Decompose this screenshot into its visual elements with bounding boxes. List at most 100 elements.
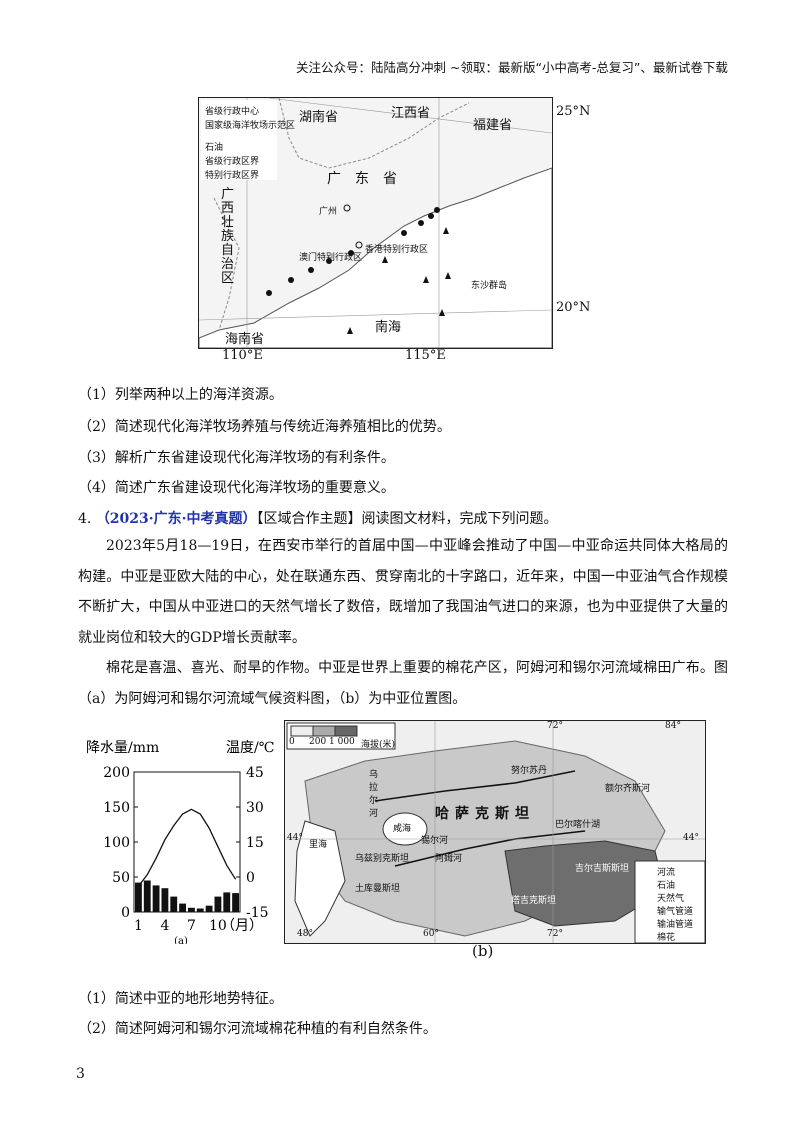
legend-oil-pipeline: 输油管道 [657, 920, 694, 930]
question-heading: 4. （2023·广东·中考真题）【区域合作主题】阅读图文材料，完成下列问题。 [78, 508, 558, 528]
elev-200: 200 [309, 737, 327, 747]
central-asia-map-drawing [285, 721, 705, 943]
question-4: （4）简述广东省建设现代化海洋牧场的重要意义。 [78, 480, 395, 496]
y2-tick-label: 30 [246, 800, 264, 816]
precip-bar [135, 882, 142, 912]
page-header: 关注公众号：陆陆高分冲刺 ~领取：最新版“小中高考-总复习”、最新试卷下载 [296, 60, 728, 75]
guangdong-map: 省级行政中心 国家级海洋牧场示范区 石油 省级行政区界 特别行政区界 湖南省 江… [198, 97, 553, 349]
lon-110e: 110°E [222, 348, 263, 363]
x-tick-label: 4 [160, 918, 169, 934]
lat-25n: 25°N [556, 104, 591, 119]
label-syr-darya: 锡尔河 [421, 836, 449, 846]
elev-unit: 海拔(米) [361, 740, 396, 750]
y-tick-label: 150 [103, 800, 130, 816]
label-amu-darya: 阿姆河 [435, 854, 463, 864]
precip-bar [205, 905, 213, 912]
coord-44-left: 44° [287, 833, 303, 843]
label-guangdong: 广东省 [327, 171, 411, 187]
x-tick-label: 10 [209, 918, 227, 934]
label-tajikistan: 塔吉克斯坦 [511, 896, 557, 906]
map1-legend-5: 特别行政区界 [205, 171, 260, 181]
label-fujian: 福建省 [473, 118, 513, 133]
lon-115e: 115°E [405, 348, 446, 363]
question-3: （3）解析广东省建设现代化海洋牧场的有利条件。 [78, 450, 395, 466]
precip-bar [143, 880, 151, 912]
climate-chart: 0 50 100 150 200 -15 0 15 30 45 降水量/mm 温度/℃ 1 4 7 10 （月）… [82, 734, 280, 947]
coord-60-bottom: 60° [423, 929, 439, 939]
y2-tick-label: 45 [246, 765, 264, 781]
label-aral-sea: 咸海 [393, 824, 412, 834]
question-2: （2）简述现代化海洋牧场养殖与传统近海养殖相比的优势。 [78, 419, 451, 435]
precip-bar [152, 885, 160, 912]
y-tick-label: 0 [121, 905, 130, 921]
label-uzbekistan: 乌兹别克斯坦 [355, 854, 410, 864]
precip-bar [223, 892, 231, 912]
label-jiangxi: 江西省 [391, 106, 431, 121]
coord-72-top: 72° [547, 721, 563, 731]
label-irtysh: 额尔齐斯河 [605, 784, 651, 794]
map1-legend-3: 石油 [205, 143, 224, 153]
label-hongkong: 香港特别行政区 [365, 245, 429, 255]
label-macau: 澳门特别行政区 [299, 253, 363, 263]
y2-tick-label: -15 [246, 905, 269, 921]
chart-caption: (a) [174, 936, 188, 944]
lat-20n: 20°N [556, 300, 591, 315]
label-dongsha: 东沙群岛 [471, 281, 508, 291]
page-number: 3 [76, 1066, 85, 1082]
y2-tick-label: 0 [246, 870, 255, 886]
x-tick-label: 1 [134, 918, 143, 934]
climate-chart-svg: 0 50 100 150 200 -15 0 15 30 45 降水量/mm 温度/℃ 1 4 7 10（月）… [86, 740, 274, 947]
coord-72-bottom: 72° [547, 929, 563, 939]
coord-48-bottom: 48° [297, 929, 313, 939]
label-caspian: 里海 [309, 840, 328, 850]
legend-gas: 天然气 [657, 894, 685, 904]
y-tick-label: 200 [103, 765, 130, 781]
map1-legend-2: 国家级海洋牧场示范区 [205, 121, 296, 131]
precip-bar [196, 908, 204, 912]
central-asia-map: 0 200 1 000 海拔(米) 哈萨克斯坦 乌兹别克斯坦 吉尔吉斯斯坦 土库… [284, 720, 706, 944]
label-guangxi: 广西壮族自治区 [221, 187, 235, 286]
material-text: 2023年5月18—19日，在西安市举行的首届中国—中亚峰会推动了中国—中亚命运… [78, 531, 728, 714]
y2-axis-title: 温度/℃ [226, 740, 274, 756]
question-5: （1）简述中亚的地形地势特征。 [78, 991, 283, 1007]
legend-river: 河流 [657, 868, 676, 878]
label-kyrgyzstan: 吉尔吉斯斯坦 [575, 864, 630, 874]
y-axis-title: 降水量/mm [86, 740, 159, 756]
question-source: （2023·广东·中考真题） [95, 511, 257, 527]
y-tick-label: 50 [112, 870, 130, 886]
label-kazakhstan: 哈萨克斯坦 [435, 806, 535, 822]
label-south-sea: 南海 [375, 320, 402, 335]
x-axis-title: （月） [221, 918, 263, 934]
legend-oil: 石油 [657, 881, 676, 891]
label-turkmenistan: 土库曼斯坦 [355, 884, 401, 894]
precip-bar [232, 893, 239, 912]
legend-cotton: 棉花 [657, 933, 676, 943]
map-b-caption: (b) [472, 942, 494, 960]
map1-legend-4: 省级行政区界 [205, 157, 260, 167]
label-hainan: 海南省 [225, 332, 265, 347]
map1-legend-1: 省级行政中心 [205, 107, 260, 117]
precip-bar [179, 903, 186, 912]
question-1: （1）列举两种以上的海洋资源。 [78, 387, 283, 403]
y2-tick-label: 15 [246, 835, 264, 851]
legend-gas-pipeline: 输气管道 [657, 907, 694, 917]
precip-bar [188, 907, 195, 912]
label-nur-sultan: 努尔苏丹 [511, 766, 548, 776]
coord-44-right: 44° [683, 833, 699, 843]
label-balkhash: 巴尔喀什湖 [555, 820, 601, 830]
elev-1000: 1 000 [329, 737, 355, 747]
question-title: 【区域合作主题】阅读图文材料，完成下列问题。 [256, 511, 558, 527]
label-hunan: 湖南省 [299, 110, 339, 125]
precip-bar [214, 896, 222, 912]
precip-bar [170, 896, 178, 912]
question-6: （2）简述阿姆河和锡尔河流域棉花种植的有利自然条件。 [78, 1021, 437, 1037]
guangdong-map-drawing [199, 98, 552, 348]
label-guangzhou: 广州 [319, 207, 338, 217]
precip-bar [161, 888, 169, 912]
y-tick-label: 100 [103, 835, 130, 851]
paragraph-2: 棉花是喜温、喜光、耐旱的作物。中亚是世界上重要的棉花产区，阿姆河和锡尔河流域棉田… [78, 660, 728, 707]
x-tick-label: 7 [187, 918, 196, 934]
question-number: 4. [78, 511, 92, 527]
temperature-line [137, 808, 237, 887]
label-ural-river: 乌拉尔河 [369, 770, 379, 819]
